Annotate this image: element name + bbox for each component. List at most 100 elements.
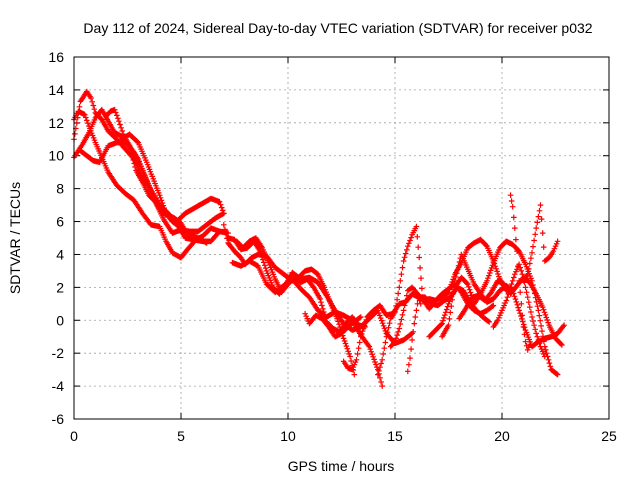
plus-marker [406,361,412,368]
plus-marker [541,309,548,316]
plus-marker [221,222,227,228]
plus-marker [447,309,454,316]
plus-marker [415,244,421,250]
plot-frame [73,56,610,420]
plus-marker [499,307,505,314]
plus-marker [438,321,444,328]
plus-marker [439,320,445,327]
plus-marker [84,117,90,124]
plus-marker [400,307,407,314]
plus-marker [367,346,374,352]
plus-marker [112,109,119,116]
x-tick-labels: 0 5 10 15 20 25 [70,428,617,444]
plus-marker [512,296,519,302]
plus-marker [543,314,550,321]
plus-marker [156,192,163,198]
plus-marker [386,320,393,326]
axis-ticks [73,56,610,420]
plus-marker [535,337,542,343]
y-tick-label: -4 [52,378,65,394]
plus-marker [501,302,507,309]
plus-marker [529,250,535,256]
plus-marker [369,351,375,358]
plus-marker [524,294,531,300]
plus-marker [540,351,547,357]
plus-marker [467,289,474,296]
plus-marker [485,318,491,324]
plus-marker [378,379,384,385]
plus-marker [111,106,118,113]
plus-marker [358,331,365,337]
series-arc-1 [71,88,227,225]
plus-marker [524,271,531,277]
plus-marker [542,312,549,318]
plus-marker [372,359,378,365]
y-tick-label: -6 [52,411,65,427]
plus-marker [378,360,384,367]
plus-marker [511,274,517,281]
plus-marker [464,280,470,286]
plus-marker [91,106,98,112]
plus-marker [72,131,78,137]
plus-marker [553,371,560,377]
plus-marker [513,236,519,243]
plus-marker [465,281,471,287]
plus-marker [115,115,121,122]
plus-marker [494,268,500,275]
plus-marker [542,347,549,353]
plus-marker [415,294,422,300]
plus-marker [545,319,551,326]
plus-marker [394,296,400,303]
plus-marker [551,245,558,252]
plus-marker [412,314,419,320]
plus-marker [342,340,349,347]
plus-marker [518,301,525,307]
plus-marker [488,265,495,271]
plus-marker [413,223,420,230]
plus-marker [520,274,527,281]
plus-marker [521,279,528,286]
plus-marker [74,120,80,126]
plus-marker [417,301,424,307]
plus-marker [554,371,561,378]
plus-marker [522,338,529,345]
y-tick-label: -2 [52,345,65,361]
plus-marker [385,324,392,331]
grid-lines [74,57,609,419]
plus-marker [319,302,325,309]
plus-marker [511,214,517,221]
plus-marker [393,303,399,309]
plus-marker [506,287,513,294]
plus-marker [398,271,405,277]
series-arc-17 [439,251,567,350]
plus-marker [351,361,358,368]
x-tick-label: 5 [177,428,185,444]
plus-marker [116,118,122,124]
chart-title: Day 112 of 2024, Sidereal Day-to-day VTE… [83,20,592,36]
plus-marker [453,274,459,280]
plus-marker [368,348,374,355]
plus-marker [456,259,463,265]
plus-marker [159,200,166,206]
plus-marker [498,310,504,316]
series-arc-21 [490,261,548,360]
plus-marker [536,312,543,319]
plus-marker [400,258,407,264]
plus-marker [129,153,136,160]
plus-marker [529,314,535,320]
plus-marker [507,284,514,291]
plus-marker [441,315,447,321]
plus-marker [449,297,455,303]
series-arc-8 [225,235,358,378]
plus-marker [320,306,326,312]
plus-marker [496,273,502,280]
x-tick-label: 10 [280,428,296,444]
x-tick-label: 25 [601,428,617,444]
plus-marker [521,331,528,338]
plus-marker [404,247,410,253]
plus-marker [486,272,492,279]
plus-marker [522,284,529,291]
plus-marker [370,354,376,360]
plus-marker [526,299,532,305]
plus-marker [540,244,547,250]
